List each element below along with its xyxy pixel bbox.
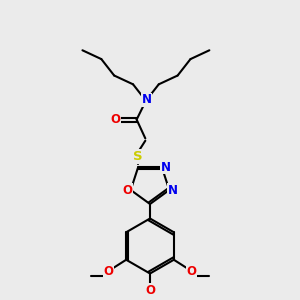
Text: S: S xyxy=(133,150,143,163)
Text: N: N xyxy=(142,93,152,106)
Text: O: O xyxy=(110,113,120,126)
Text: O: O xyxy=(122,184,132,196)
Text: N: N xyxy=(168,184,178,196)
Text: O: O xyxy=(103,266,113,278)
Text: O: O xyxy=(145,284,155,297)
Text: O: O xyxy=(187,266,197,278)
Text: N: N xyxy=(160,161,170,174)
